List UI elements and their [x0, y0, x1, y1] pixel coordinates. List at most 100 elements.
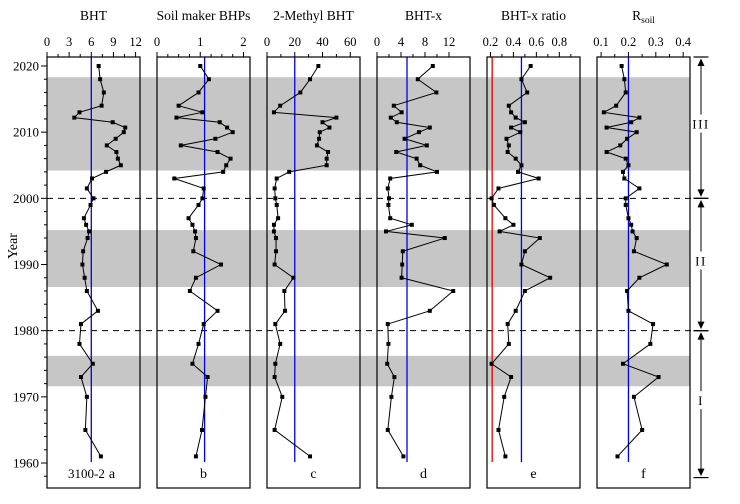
- data-point: [276, 216, 281, 221]
- data-point: [519, 262, 524, 267]
- panel-title: BHT-x: [405, 8, 442, 23]
- data-point: [187, 288, 192, 293]
- data-point: [427, 125, 432, 130]
- panel-frame: [266, 56, 361, 489]
- data-point: [513, 308, 518, 313]
- panel-letter: e: [530, 467, 536, 482]
- data-point: [394, 150, 399, 155]
- data-point: [623, 156, 628, 161]
- data-point: [389, 394, 394, 399]
- data-point: [273, 361, 278, 366]
- data-point: [190, 361, 195, 366]
- data-point: [278, 341, 283, 346]
- zone-label: III: [692, 117, 710, 132]
- data-point: [215, 308, 220, 313]
- panel-title: 2-Methyl BHT: [273, 8, 354, 23]
- sample-id: 3100-2: [68, 466, 105, 481]
- x-tick-label: 60: [344, 35, 357, 49]
- data-point: [274, 236, 279, 241]
- data-point: [604, 125, 609, 130]
- data-point: [651, 322, 656, 327]
- data-point: [427, 308, 432, 313]
- data-point: [386, 341, 391, 346]
- x-tick-label: 0.8: [552, 35, 568, 49]
- data-point: [631, 394, 636, 399]
- data-point: [385, 322, 390, 327]
- data-point: [199, 427, 204, 432]
- data-point: [272, 262, 277, 267]
- data-point: [282, 288, 287, 293]
- data-point: [219, 262, 224, 267]
- data-point: [509, 374, 514, 379]
- data-point: [505, 322, 510, 327]
- data-point: [415, 77, 420, 82]
- x-tick-label: 9: [110, 35, 116, 49]
- zone-arrowhead-up: [697, 199, 705, 208]
- data-point: [88, 202, 93, 207]
- data-point: [385, 427, 390, 432]
- data-point: [417, 130, 421, 135]
- data-point: [193, 275, 198, 280]
- data-point: [629, 120, 634, 125]
- panel-title: BHT-x ratio: [501, 8, 566, 23]
- data-point: [291, 275, 296, 280]
- data-point: [81, 249, 86, 254]
- data-point: [316, 64, 321, 68]
- data-point: [506, 341, 511, 346]
- data-point: [78, 374, 83, 379]
- data-point: [196, 90, 201, 95]
- data-point: [77, 110, 82, 115]
- data-point: [489, 196, 494, 201]
- data-point: [634, 130, 639, 135]
- data-point: [95, 308, 100, 313]
- data-point: [497, 229, 502, 234]
- gray-band: [47, 77, 690, 171]
- data-point: [278, 103, 283, 108]
- data-point: [618, 143, 623, 148]
- panel-b: 0 1 2 Soil maker BHPs b: [154, 8, 251, 489]
- data-point: [496, 427, 501, 432]
- data-point: [224, 163, 229, 168]
- data-point: [434, 90, 439, 95]
- data-point: [629, 222, 634, 227]
- zone-arrowhead-down: [697, 468, 705, 477]
- data-point: [221, 169, 226, 174]
- data-point: [317, 130, 322, 135]
- data-point: [620, 361, 625, 366]
- x-tick-label: 1: [197, 35, 203, 49]
- data-point: [502, 394, 507, 399]
- data-point: [525, 90, 530, 95]
- year-tick-label: 1970: [13, 389, 39, 404]
- data-point: [81, 216, 86, 221]
- data-point: [414, 156, 419, 161]
- data-point: [400, 262, 405, 267]
- data-point: [98, 77, 103, 82]
- year-tick-label: 1980: [13, 323, 39, 338]
- x-tick-label: 6: [88, 35, 94, 49]
- data-point: [388, 216, 393, 221]
- panel-letter: c: [310, 467, 316, 482]
- data-point: [196, 341, 201, 346]
- data-point: [104, 143, 109, 148]
- data-point: [664, 262, 669, 267]
- data-point: [273, 322, 278, 327]
- panel-c: 0 20 40 60 2-Methyl BHT c: [264, 8, 361, 489]
- data-point: [326, 150, 331, 155]
- x-tick-label: 0.4: [675, 35, 691, 49]
- zone-arrowhead-down: [697, 321, 705, 330]
- zone-arrowhead-up: [697, 58, 705, 66]
- data-point: [401, 454, 406, 459]
- data-point: [400, 249, 405, 254]
- data-point: [548, 275, 553, 280]
- panel-frame: [376, 56, 471, 489]
- data-point: [213, 136, 218, 141]
- data-point: [287, 169, 292, 174]
- year-tick-label: 2000: [13, 191, 39, 206]
- data-point: [114, 150, 119, 155]
- data-point: [537, 236, 542, 241]
- data-point: [630, 229, 635, 234]
- data-point: [271, 229, 276, 234]
- data-point: [198, 64, 203, 68]
- data-point: [391, 103, 396, 108]
